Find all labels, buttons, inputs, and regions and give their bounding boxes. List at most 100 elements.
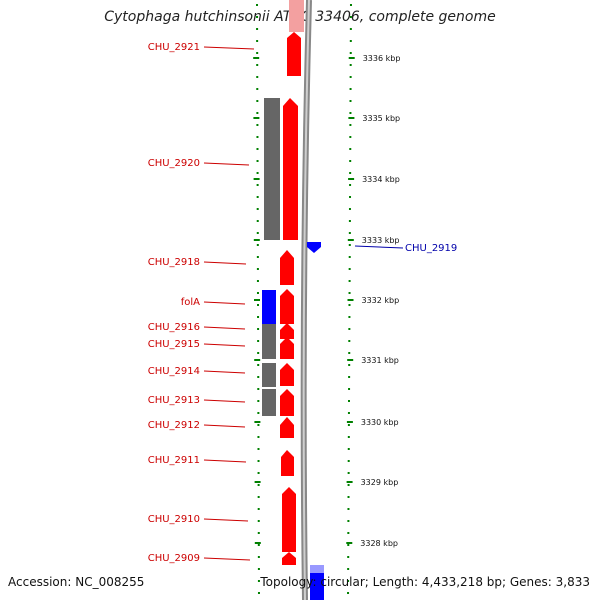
ruler-dot — [349, 148, 352, 150]
gene-label: folA — [181, 297, 200, 308]
ruler-dot — [349, 124, 352, 126]
cds-bottom-reverse-shade — [310, 565, 324, 573]
ruler-dot — [349, 28, 352, 30]
scale-tick-left — [254, 481, 261, 483]
ruler-dot — [348, 316, 351, 318]
ruler-dot — [257, 376, 260, 378]
ruler-dot — [347, 568, 350, 570]
accession-text: Accession: NC_008255 — [8, 575, 145, 589]
ruler-dot — [256, 52, 259, 54]
forward-cds — [280, 0, 304, 565]
scale-tick — [348, 117, 355, 119]
ruler-dot — [349, 172, 352, 174]
ruler-dot — [349, 52, 352, 54]
ruler-dot — [256, 112, 259, 114]
gene-labels: CHU_2921 CHU_2920 CHU_2918 folA CHU_2916 CHU_… — [148, 42, 458, 564]
gene-label: CHU_2919 — [405, 243, 457, 254]
ruler-dot — [257, 472, 260, 474]
gray-features — [262, 98, 280, 416]
ruler-dot — [257, 496, 260, 498]
ruler-dot — [347, 460, 350, 462]
ruler-dot — [257, 532, 260, 534]
ruler-dot — [257, 424, 260, 426]
ruler-dot — [256, 184, 259, 186]
folA-feature — [262, 290, 276, 324]
scale-tick-left — [253, 239, 260, 241]
ruler-dot — [256, 76, 259, 78]
ruler-dot — [256, 40, 259, 42]
ruler-dot — [257, 568, 260, 570]
ruler-dot — [348, 292, 351, 294]
ruler-dot — [347, 472, 350, 474]
ruler-dot — [256, 196, 259, 198]
ruler-dot — [348, 340, 351, 342]
ruler-dot — [257, 352, 260, 354]
ruler-dot — [349, 184, 352, 186]
scale-label: 3329 kbp — [361, 478, 399, 487]
ruler-dot — [257, 340, 260, 342]
ruler-dot — [256, 232, 259, 234]
ruler-dot — [257, 508, 260, 510]
ruler-dot — [257, 592, 260, 594]
scale-labels: 3336 kbp 3335 kbp 3334 kbp 3333 kbp 3332 kbp… — [253, 54, 400, 548]
gene-label: CHU_2915 — [148, 339, 200, 350]
ruler-dot — [347, 556, 350, 558]
ruler-dot — [348, 208, 351, 210]
ruler-dot — [348, 256, 351, 258]
scale-tick — [346, 421, 353, 423]
cds-2912 — [280, 417, 294, 438]
ruler-dot — [348, 232, 351, 234]
ruler-dot — [256, 88, 259, 90]
cds-2914 — [280, 363, 294, 386]
scale-label: 3328 kbp — [360, 539, 398, 548]
scale-tick-left — [253, 57, 260, 59]
ruler-dot — [348, 220, 351, 222]
gene-label: CHU_2918 — [148, 257, 200, 268]
scale-label: 3332 kbp — [362, 296, 400, 305]
scale-tick-left — [254, 359, 261, 361]
ruler-dot — [348, 304, 351, 306]
genome-backbone-highlight — [302, 0, 310, 600]
leader-line — [203, 261, 247, 265]
ruler-dot — [347, 436, 350, 438]
ruler-dot — [349, 76, 352, 78]
ruler-dot — [348, 328, 351, 330]
ruler-dot — [257, 400, 260, 402]
ruler-dot — [347, 496, 350, 498]
leader-line — [203, 518, 249, 522]
ruler-dot — [256, 256, 259, 258]
ruler-dot — [256, 16, 259, 18]
ruler-dot — [349, 4, 352, 6]
ruler-dot — [256, 292, 259, 294]
gray-feature-2914 — [262, 363, 276, 387]
ruler-dot — [256, 136, 259, 138]
gene-label: CHU_2911 — [148, 455, 200, 466]
cds-2919 — [307, 242, 321, 253]
gene-label: CHU_2920 — [148, 158, 200, 169]
scale-label: 3333 kbp — [362, 236, 400, 245]
leader-line — [354, 245, 404, 249]
ruler-dot — [257, 316, 260, 318]
ruler-dot — [349, 136, 352, 138]
gene-label: CHU_2913 — [148, 395, 200, 406]
ruler-dot — [256, 172, 259, 174]
cds-2910 — [282, 487, 296, 552]
cds-2913 — [280, 389, 294, 416]
ruler-dot — [349, 160, 352, 162]
gray-feature-2920 — [264, 98, 280, 240]
ruler-right — [347, 4, 352, 594]
cds-2915 — [280, 337, 294, 359]
ruler-dot — [347, 448, 350, 450]
ruler-dot — [256, 64, 259, 66]
scale-label: 3335 kbp — [362, 114, 400, 123]
ruler-dot — [256, 268, 259, 270]
ruler-dot — [257, 412, 260, 414]
ruler-dot — [347, 592, 350, 594]
scale-tick — [346, 481, 353, 483]
ruler-dot — [257, 448, 260, 450]
scale-tick — [348, 178, 355, 180]
ruler-dot — [256, 100, 259, 102]
scale-tick-left — [254, 542, 261, 544]
ruler-dot — [347, 508, 350, 510]
